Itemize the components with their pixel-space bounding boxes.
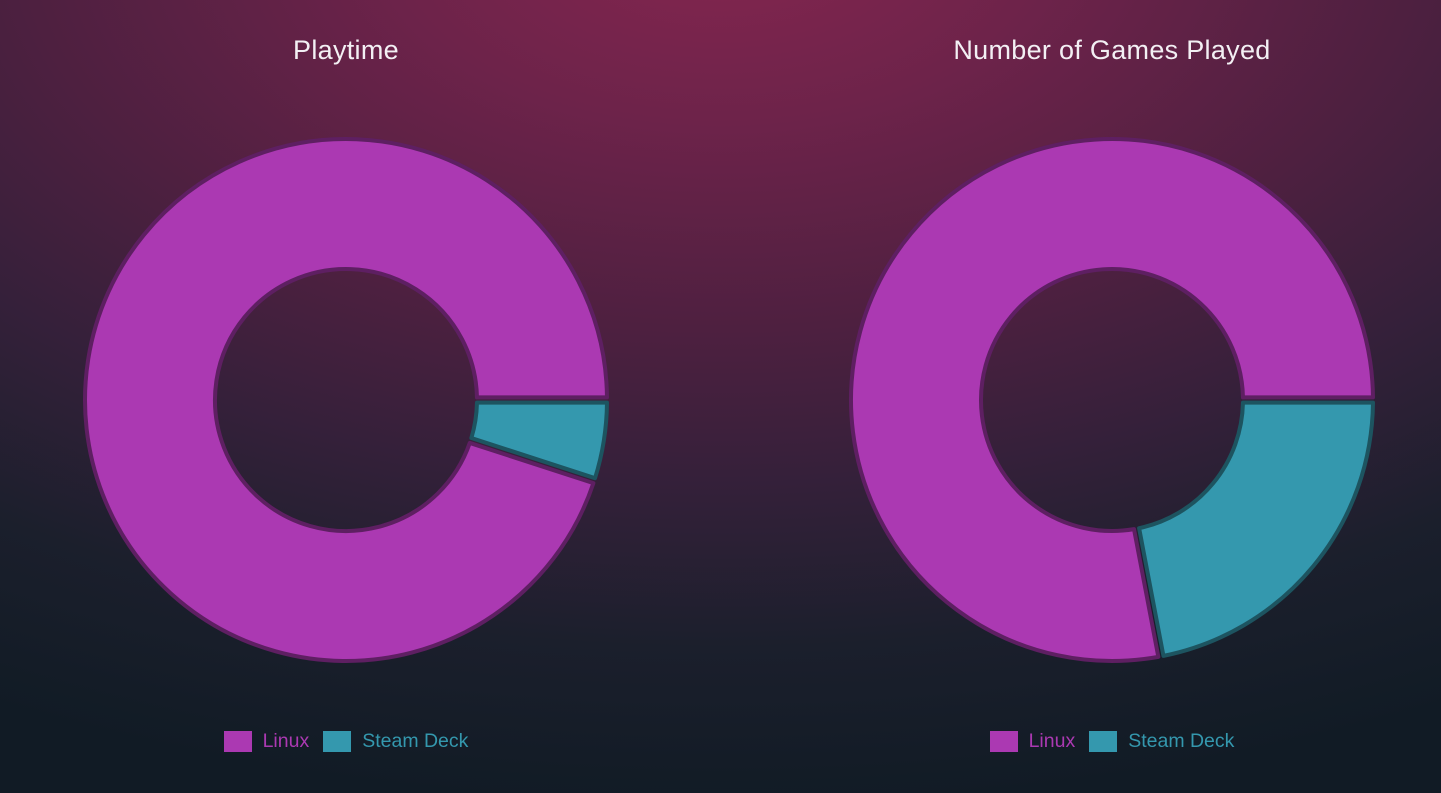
legend-swatch-linux <box>989 731 1018 752</box>
chart-title-playtime: Playtime <box>293 35 399 65</box>
legend-swatch-steam-deck <box>323 731 352 752</box>
legend-swatch-linux <box>223 731 252 752</box>
legend-item-linux: Linux <box>989 730 1076 753</box>
legend-label-linux: Linux <box>262 730 310 752</box>
legend-label-steam-deck: Steam Deck <box>362 730 469 752</box>
chart-games-played: Number of Games Played Linux Steam Deck <box>846 0 1378 793</box>
slice-steam-deck <box>469 400 609 481</box>
donut-playtime <box>83 137 609 663</box>
legend-games-played: Linux Steam Deck <box>846 730 1378 753</box>
legend-item-steam-deck: Steam Deck <box>1089 730 1234 753</box>
legend-label-linux: Linux <box>1028 730 1076 752</box>
chart-title-games-played: Number of Games Played <box>953 35 1271 65</box>
legend-swatch-steam-deck <box>1089 731 1118 752</box>
legend-item-linux: Linux <box>223 730 310 753</box>
legend-playtime: Linux Steam Deck <box>80 730 612 753</box>
donut-games-played <box>849 137 1375 663</box>
legend-item-steam-deck: Steam Deck <box>323 730 468 753</box>
slice-linux <box>83 137 609 663</box>
slice-steam-deck <box>1137 400 1375 658</box>
chart-playtime: Playtime Linux Steam Deck <box>80 0 612 793</box>
slice-linux <box>849 137 1375 663</box>
legend-label-steam-deck: Steam Deck <box>1128 730 1235 752</box>
